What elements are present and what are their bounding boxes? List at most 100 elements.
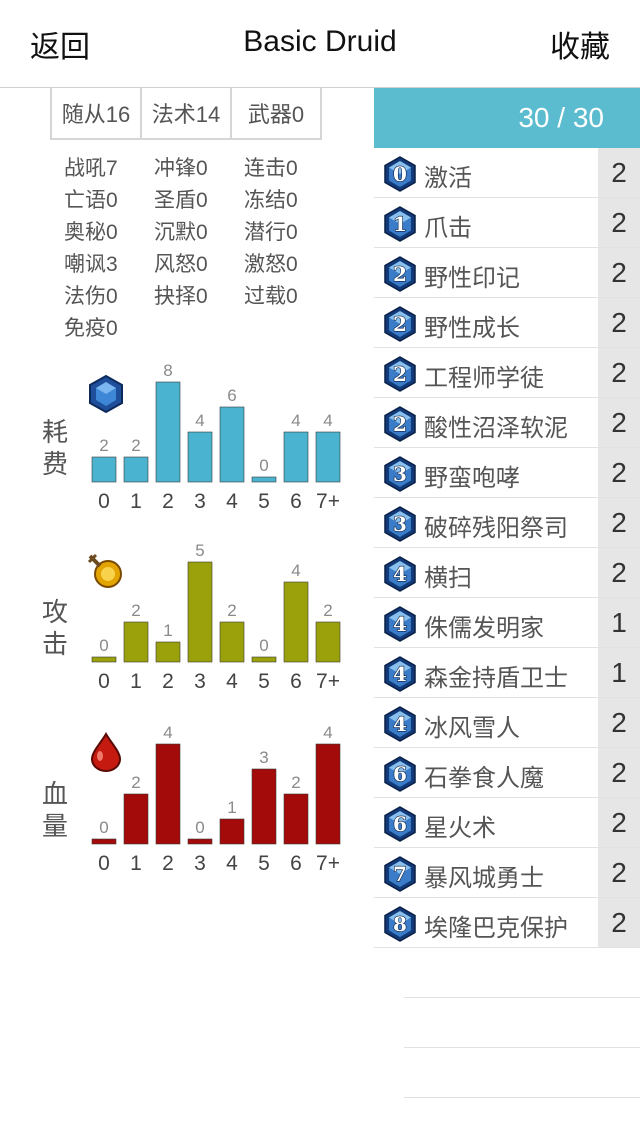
card-cost: 3 xyxy=(393,462,407,486)
card-row[interactable]: 0 激活 2 xyxy=(374,148,640,198)
health-bar-value: 3 xyxy=(259,748,268,767)
card-quantity: 2 xyxy=(598,398,640,447)
card-cost: 4 xyxy=(393,612,407,636)
card-row[interactable]: 4 森金持盾卫士 1 xyxy=(374,648,640,698)
mechanic-stat: 冲锋0 xyxy=(154,157,208,180)
empty-row xyxy=(404,1048,640,1098)
card-name: 暴风城勇士 xyxy=(424,865,544,892)
attack-bar xyxy=(187,561,213,663)
attack-bar xyxy=(155,641,181,663)
mechanic-stat: 冻结0 xyxy=(244,189,298,212)
mechanic-stat: 嘲讽3 xyxy=(64,253,118,276)
card-name: 横扫 xyxy=(424,565,472,592)
cost-bar xyxy=(315,431,341,483)
health-tick-label: 1 xyxy=(130,852,142,875)
cost-bar-value: 8 xyxy=(163,361,172,380)
card-name: 野性印记 xyxy=(424,265,520,292)
card-cost: 7 xyxy=(393,862,407,886)
health-tick-label: 5 xyxy=(258,852,270,875)
favorite-button[interactable]: 收藏 xyxy=(550,31,610,64)
deck-card-list-panel: 30 / 30 0 激活 2 1 爪击 2 2 野性印记 2 2 野性成长 2 2 工程师学徒 2 2 酸性沼泽… xyxy=(374,88,640,1136)
attack-tick-label: 6 xyxy=(290,670,302,693)
cost-bar xyxy=(283,431,309,483)
card-list: 0 激活 2 1 爪击 2 2 野性印记 2 2 野性成长 2 2 工程师学徒 2 2 酸性沼泽软泥 2 3 野蛮咆哮… xyxy=(374,148,640,948)
mana-cost-gem-icon: 7 xyxy=(384,856,416,892)
card-row[interactable]: 3 破碎残阳祭司 2 xyxy=(374,498,640,548)
deck-stats-panel: 随从16 法术14 武器0 战吼7 冲锋0 连击0 亡语0 圣盾0 冻结0 奥秘0 沉默0 潜行… xyxy=(0,88,374,1136)
card-row[interactable]: 6 石拳食人魔 2 xyxy=(374,748,640,798)
back-button[interactable]: 返回 xyxy=(30,31,90,64)
health-bar xyxy=(219,818,245,845)
health-bar xyxy=(187,838,213,845)
cost-bar xyxy=(251,476,277,483)
mana-crystal-icon xyxy=(89,374,123,414)
card-row[interactable]: 1 爪击 2 xyxy=(374,198,640,248)
cost-tick-label: 0 xyxy=(98,490,110,513)
attack-bar xyxy=(219,621,245,663)
card-name: 酸性沼泽软泥 xyxy=(424,415,568,442)
empty-row xyxy=(404,998,640,1048)
card-row[interactable]: 2 野性印记 2 xyxy=(374,248,640,298)
attack-bar-value: 2 xyxy=(131,601,140,620)
card-name: 石拳食人魔 xyxy=(424,765,544,792)
cost-bar xyxy=(123,456,149,483)
deck-count-header: 30 / 30 xyxy=(374,88,640,148)
mana-cost-gem-icon: 2 xyxy=(384,356,416,392)
empty-row xyxy=(404,1098,640,1136)
card-cost: 6 xyxy=(393,812,407,836)
cost-chart: 耗费 2 0 2 1 8 2 4 3 6 4 0 5 4 6 4 7+ xyxy=(0,358,374,518)
card-quantity: 2 xyxy=(598,198,640,247)
cost-chart-label: 耗费 xyxy=(42,417,69,479)
card-cost: 2 xyxy=(393,312,407,336)
health-bar xyxy=(251,768,277,845)
card-row[interactable]: 2 酸性沼泽软泥 2 xyxy=(374,398,640,448)
card-row[interactable]: 6 星火术 2 xyxy=(374,798,640,848)
cost-bar xyxy=(155,381,181,483)
deck-count: 30 / 30 xyxy=(518,102,604,133)
card-row[interactable]: 3 野蛮咆哮 2 xyxy=(374,448,640,498)
cost-tick-label: 6 xyxy=(290,490,302,513)
attack-chart: 攻击 0 0 2 1 1 2 5 3 2 4 0 5 4 6 2 7+ xyxy=(0,538,374,698)
cost-tick-label: 4 xyxy=(226,490,238,513)
mana-cost-gem-icon: 4 xyxy=(384,606,416,642)
health-tick-label: 4 xyxy=(226,852,238,875)
card-cost: 8 xyxy=(393,912,407,936)
attack-bar xyxy=(283,581,309,663)
card-row[interactable]: 8 埃隆巴克保护 2 xyxy=(374,898,640,948)
card-cost: 0 xyxy=(393,162,407,186)
mana-cost-gem-icon: 4 xyxy=(384,706,416,742)
attack-tick-label: 0 xyxy=(98,670,110,693)
health-bar-value: 4 xyxy=(323,723,332,742)
health-bar xyxy=(283,793,309,845)
mechanic-stat: 潜行0 xyxy=(244,221,298,244)
attack-bar xyxy=(251,656,277,663)
card-row[interactable]: 2 野性成长 2 xyxy=(374,298,640,348)
health-bar-value: 0 xyxy=(99,818,108,837)
card-row[interactable]: 4 冰风雪人 2 xyxy=(374,698,640,748)
card-quantity: 1 xyxy=(598,648,640,697)
card-row[interactable]: 7 暴风城勇士 2 xyxy=(374,848,640,898)
cost-tick-label: 7+ xyxy=(316,490,340,513)
health-bar xyxy=(123,793,149,845)
cost-tick-label: 1 xyxy=(130,490,142,513)
health-tick-label: 3 xyxy=(194,852,206,875)
health-bar-value: 4 xyxy=(163,723,172,742)
mana-cost-gem-icon: 4 xyxy=(384,656,416,692)
card-cost: 3 xyxy=(393,512,407,536)
card-row[interactable]: 4 侏儒发明家 1 xyxy=(374,598,640,648)
cost-bar-value: 4 xyxy=(291,411,300,430)
mana-cost-gem-icon: 8 xyxy=(384,906,416,942)
card-row[interactable]: 4 横扫 2 xyxy=(374,548,640,598)
card-cost: 1 xyxy=(393,212,407,236)
attack-bar-value: 2 xyxy=(323,601,332,620)
health-drop-icon xyxy=(90,732,122,772)
cost-tick-label: 2 xyxy=(162,490,174,513)
attack-bar-value: 5 xyxy=(195,541,204,560)
card-row[interactable]: 2 工程师学徒 2 xyxy=(374,348,640,398)
card-quantity: 2 xyxy=(598,498,640,547)
attack-bar xyxy=(91,656,117,663)
mechanic-stat: 风怒0 xyxy=(154,253,208,276)
mana-cost-gem-icon: 3 xyxy=(384,456,416,492)
